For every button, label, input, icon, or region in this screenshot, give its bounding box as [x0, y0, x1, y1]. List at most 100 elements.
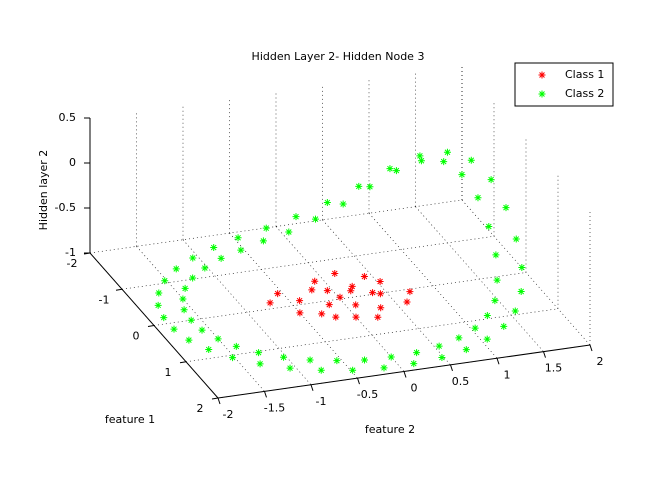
point: [160, 314, 168, 322]
y-tick-label: -2: [223, 408, 234, 421]
point: [403, 298, 411, 306]
point: [467, 156, 475, 164]
x-tick-label: -1: [99, 293, 110, 306]
floor-grid-line: [229, 232, 358, 379]
point: [296, 297, 304, 305]
legend-marker: [538, 90, 546, 98]
point: [355, 182, 363, 190]
point: [492, 251, 500, 259]
point: [485, 223, 493, 230]
y-tick-label: -1: [316, 395, 327, 408]
y-tick: [543, 351, 546, 358]
x-tick: [179, 361, 187, 364]
point: [325, 301, 333, 309]
y-tick: [450, 364, 453, 372]
point: [511, 307, 519, 315]
point: [292, 213, 300, 221]
point: [274, 290, 282, 298]
point: [170, 325, 178, 333]
point: [413, 349, 421, 357]
point: [262, 224, 270, 232]
point: [386, 165, 394, 173]
point: [416, 152, 424, 160]
x-tick-label: 1: [165, 366, 172, 379]
point: [280, 353, 288, 361]
x-tick: [147, 325, 155, 327]
z-axis-label: Hidden layer 2: [37, 150, 50, 231]
y-tick-label: 2: [597, 355, 604, 368]
point: [214, 335, 222, 343]
point: [259, 237, 267, 245]
point: [517, 288, 525, 296]
point: [376, 290, 384, 298]
point: [266, 299, 274, 307]
point: [286, 364, 294, 372]
point: [458, 171, 466, 179]
point: [296, 309, 304, 317]
z-tick-label: -1: [65, 246, 76, 259]
legend-label: Class 2: [565, 87, 604, 100]
point: [348, 282, 356, 290]
point: [387, 353, 395, 361]
x-tick: [211, 397, 219, 400]
y-tick: [310, 384, 314, 391]
floor-grid-line: [368, 213, 498, 359]
point: [201, 264, 209, 272]
point: [369, 289, 377, 297]
point: [349, 366, 357, 374]
legend-marker: [538, 71, 546, 79]
point: [311, 215, 319, 223]
point: [323, 287, 331, 295]
point: [187, 316, 195, 324]
point: [333, 357, 341, 365]
z-tick-label: 0.5: [59, 111, 77, 124]
point: [352, 313, 360, 321]
point: [180, 306, 188, 314]
point: [217, 254, 225, 262]
legend-label: Class 1: [565, 68, 604, 81]
point: [339, 200, 347, 208]
z-tick-label: 0: [69, 156, 76, 169]
point: [306, 356, 314, 364]
point: [317, 366, 325, 374]
point: [366, 183, 374, 191]
point: [255, 349, 263, 357]
point: [210, 244, 218, 252]
point: [331, 269, 339, 277]
point: [189, 254, 197, 262]
point: [161, 277, 169, 285]
x-tick: [115, 288, 123, 291]
point: [352, 301, 360, 309]
y-tick-label: -0.5: [357, 388, 378, 401]
point: [438, 354, 446, 362]
point: [380, 364, 388, 372]
y-tick: [264, 391, 267, 398]
point: [285, 228, 293, 236]
point: [189, 274, 197, 282]
point: [493, 276, 501, 284]
point: [154, 301, 162, 309]
y-tick-label: 1.5: [545, 362, 563, 375]
x-tick-label: 0: [133, 330, 140, 343]
point: [440, 158, 448, 166]
point: [462, 346, 470, 354]
point: [491, 297, 499, 305]
point: [417, 157, 425, 165]
point: [483, 335, 491, 343]
x-tick-label: -2: [67, 257, 78, 270]
y-tick: [403, 371, 407, 378]
x-axis-label: feature 1: [105, 413, 155, 426]
point: [205, 346, 213, 354]
point: [229, 354, 237, 362]
x-tick-label: 2: [197, 402, 204, 415]
point: [181, 284, 189, 292]
point: [374, 313, 382, 321]
y-axis-label: feature 2: [365, 423, 415, 436]
point: [232, 342, 240, 350]
y-tick: [496, 358, 500, 365]
floor-grid-line: [415, 206, 544, 352]
point: [410, 360, 418, 368]
point: [172, 265, 180, 273]
point: [474, 194, 482, 202]
point: [377, 304, 385, 312]
